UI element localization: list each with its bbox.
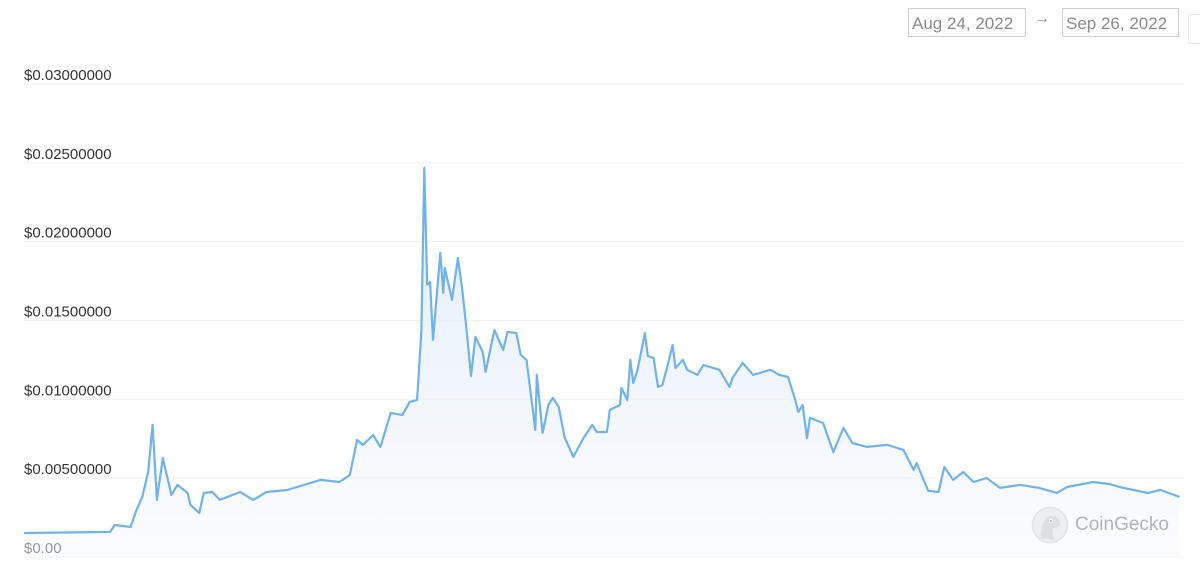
date-range-start[interactable]: Aug 24, 2022: [908, 8, 1026, 37]
coingecko-watermark: CoinGecko: [1031, 506, 1169, 544]
y-tick-label: $0.00500000: [24, 461, 112, 478]
price-line: [23, 166, 1180, 535]
data-points: [23, 167, 1180, 534]
y-tick-label: $0.02500000: [24, 146, 112, 163]
coingecko-logo-icon: [1031, 506, 1069, 544]
date-range-arrow-icon: →: [1034, 10, 1050, 27]
toolbar-button-partial[interactable]: [1188, 14, 1200, 44]
date-range-end[interactable]: Sep 26, 2022: [1062, 8, 1179, 37]
y-tick-label: $0.03000000: [24, 67, 112, 84]
watermark-text: CoinGecko: [1075, 514, 1169, 535]
price-area-fill: [24, 167, 1180, 557]
y-axis-labels: $0.00$0.00500000$0.01000000$0.01500000$0…: [24, 67, 112, 557]
y-tick-label: $0.01500000: [24, 304, 112, 321]
y-tick-label: $0.01000000: [24, 382, 112, 399]
y-tick-label: $0.02000000: [24, 225, 112, 242]
